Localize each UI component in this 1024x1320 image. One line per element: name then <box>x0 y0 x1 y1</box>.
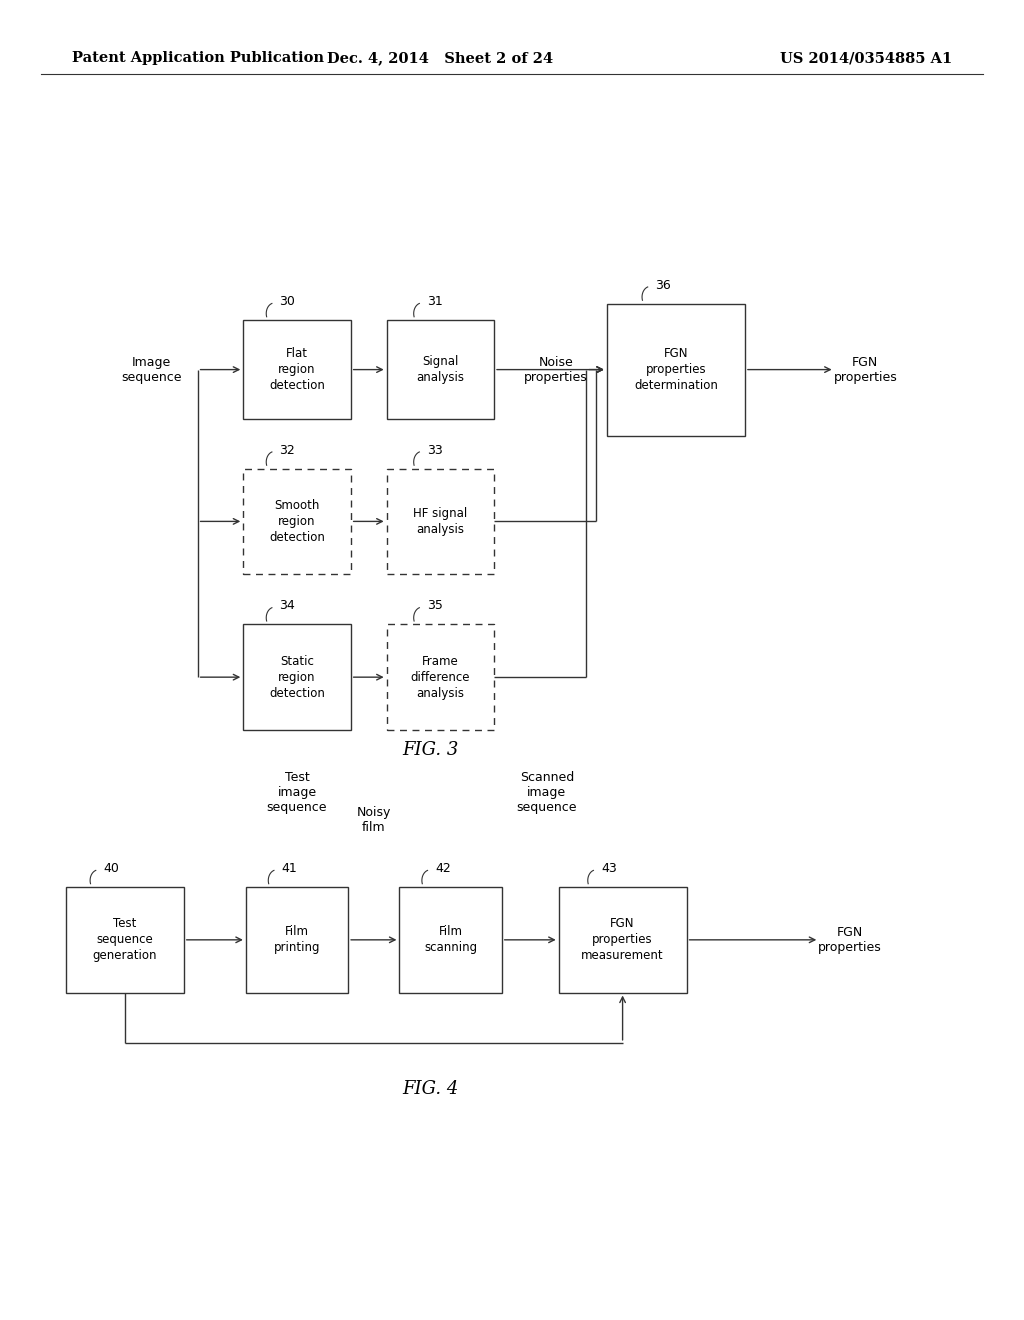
Text: 42: 42 <box>435 862 451 875</box>
Bar <box>246 887 348 993</box>
Text: FGN
properties: FGN properties <box>818 925 882 954</box>
Text: Static
region
detection: Static region detection <box>269 655 325 700</box>
Text: HF signal
analysis: HF signal analysis <box>414 507 467 536</box>
Bar <box>387 321 494 420</box>
Text: 36: 36 <box>655 279 671 292</box>
Text: US 2014/0354885 A1: US 2014/0354885 A1 <box>780 51 952 65</box>
Text: 43: 43 <box>601 862 616 875</box>
Text: Frame
difference
analysis: Frame difference analysis <box>411 655 470 700</box>
Bar <box>244 321 350 420</box>
Text: 33: 33 <box>427 444 442 457</box>
Bar <box>387 624 494 730</box>
Text: FGN
properties: FGN properties <box>834 355 897 384</box>
Text: FIG. 4: FIG. 4 <box>401 1080 459 1098</box>
Text: Test
sequence
generation: Test sequence generation <box>93 917 157 962</box>
Text: 40: 40 <box>103 862 120 875</box>
Text: 41: 41 <box>282 862 297 875</box>
Text: Scanned
image
sequence: Scanned image sequence <box>516 771 578 814</box>
Text: Dec. 4, 2014   Sheet 2 of 24: Dec. 4, 2014 Sheet 2 of 24 <box>328 51 553 65</box>
Bar <box>244 624 350 730</box>
Text: Film
scanning: Film scanning <box>424 925 477 954</box>
Text: Signal
analysis: Signal analysis <box>417 355 464 384</box>
Bar <box>387 469 494 574</box>
Text: FGN
properties
determination: FGN properties determination <box>634 347 718 392</box>
Bar <box>559 887 686 993</box>
Text: Patent Application Publication: Patent Application Publication <box>72 51 324 65</box>
Text: Test
image
sequence: Test image sequence <box>266 771 328 814</box>
Text: Flat
region
detection: Flat region detection <box>269 347 325 392</box>
Text: 30: 30 <box>280 296 296 309</box>
Text: Smooth
region
detection: Smooth region detection <box>269 499 325 544</box>
Bar <box>66 887 184 993</box>
Text: Film
printing: Film printing <box>273 925 321 954</box>
Text: Image
sequence: Image sequence <box>121 355 182 384</box>
Bar <box>244 469 350 574</box>
Text: FIG. 3: FIG. 3 <box>401 741 459 759</box>
Bar <box>606 304 745 436</box>
Text: 32: 32 <box>280 444 295 457</box>
Text: FGN
properties
measurement: FGN properties measurement <box>582 917 664 962</box>
Text: Noise
properties: Noise properties <box>524 355 588 384</box>
Text: 31: 31 <box>427 296 442 309</box>
Text: Noisy
film: Noisy film <box>356 807 391 834</box>
Text: 35: 35 <box>427 599 443 612</box>
Bar <box>399 887 502 993</box>
Text: 34: 34 <box>280 599 295 612</box>
